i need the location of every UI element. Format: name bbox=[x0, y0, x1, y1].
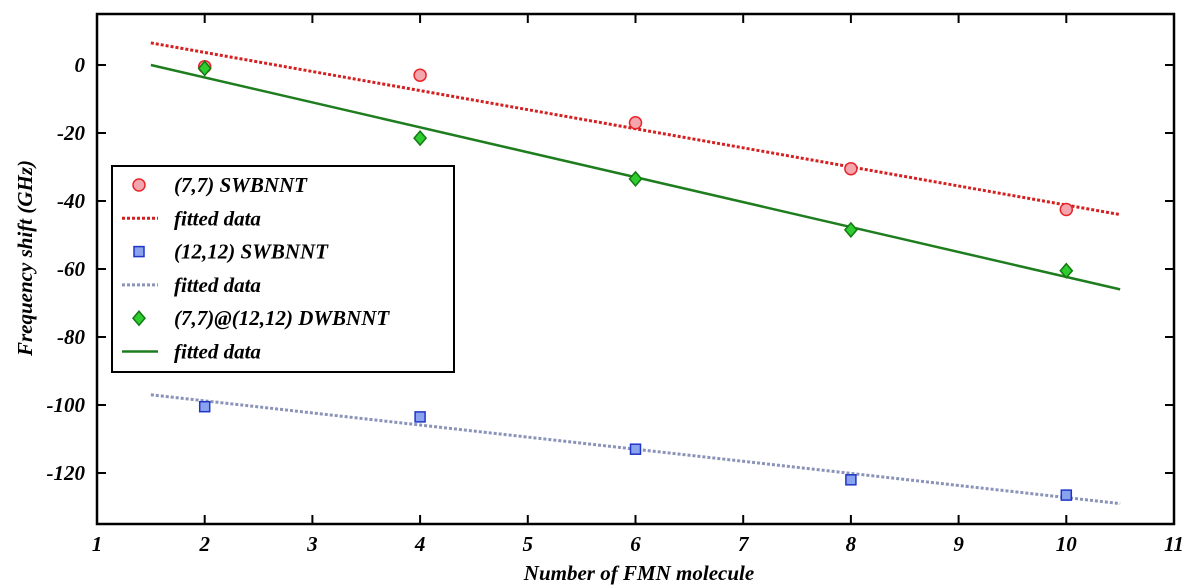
legend-label: (12,12) SWBNNT bbox=[174, 240, 329, 264]
y-tick-label: -40 bbox=[57, 189, 85, 213]
y-tick-label: -60 bbox=[57, 257, 85, 281]
y-tick-label: -100 bbox=[47, 393, 86, 417]
x-tick-label: 2 bbox=[198, 532, 210, 556]
x-tick-label: 5 bbox=[523, 532, 534, 556]
y-tick-label: -20 bbox=[57, 121, 85, 145]
legend-label: fitted data bbox=[174, 206, 261, 230]
y-tick-label: -80 bbox=[57, 325, 85, 349]
x-tick-label: 3 bbox=[306, 532, 318, 556]
data-point bbox=[1059, 202, 1074, 217]
data-point bbox=[414, 411, 426, 423]
y-tick-label: 0 bbox=[75, 53, 86, 77]
x-tick-label: 8 bbox=[846, 532, 857, 556]
legend-marker bbox=[132, 310, 146, 327]
x-tick-label: 11 bbox=[1164, 532, 1184, 556]
data-point bbox=[843, 221, 858, 239]
legend-box bbox=[111, 165, 455, 373]
plot-area bbox=[150, 41, 1121, 506]
data-point bbox=[844, 161, 858, 176]
data-point bbox=[845, 474, 857, 486]
legend-label: fitted data bbox=[174, 340, 261, 364]
legend-label: (7,7)@(12,12) DWBNNT bbox=[174, 306, 390, 330]
legend-label: fitted data bbox=[174, 273, 261, 297]
data-point bbox=[413, 129, 428, 147]
data-point bbox=[198, 400, 211, 413]
legend-marker bbox=[132, 178, 146, 192]
data-point bbox=[628, 170, 643, 188]
x-tick-label: 1 bbox=[92, 532, 103, 556]
x-tick-label: 7 bbox=[738, 532, 750, 556]
x-axis-title: Number of FMN molecule bbox=[523, 561, 754, 585]
data-point bbox=[1060, 489, 1073, 501]
data-point bbox=[628, 116, 643, 130]
y-axis-title: Frequency shift (GHz) bbox=[13, 160, 37, 357]
data-point bbox=[197, 60, 212, 77]
x-tick-label: 9 bbox=[953, 532, 964, 556]
x-tick-label: 4 bbox=[414, 532, 426, 556]
legend-label: (7,7) SWBNNT bbox=[174, 173, 308, 197]
legend: (7,7) SWBNNT fitted data (12,12) SWBNNT fit… bbox=[111, 165, 455, 373]
legend-marker bbox=[133, 245, 145, 258]
x-tick-label: 6 bbox=[630, 532, 641, 556]
axes: 1 2 3 4 5 6 7 8 9 10 11 -120 -100 -80 -60 -40 -20 0 bbox=[47, 12, 1184, 556]
data-point bbox=[1059, 262, 1074, 279]
x-tick-label: 10 bbox=[1056, 532, 1078, 556]
data-point bbox=[413, 68, 427, 82]
data-point bbox=[629, 443, 642, 455]
y-tick-label: -120 bbox=[47, 461, 86, 485]
